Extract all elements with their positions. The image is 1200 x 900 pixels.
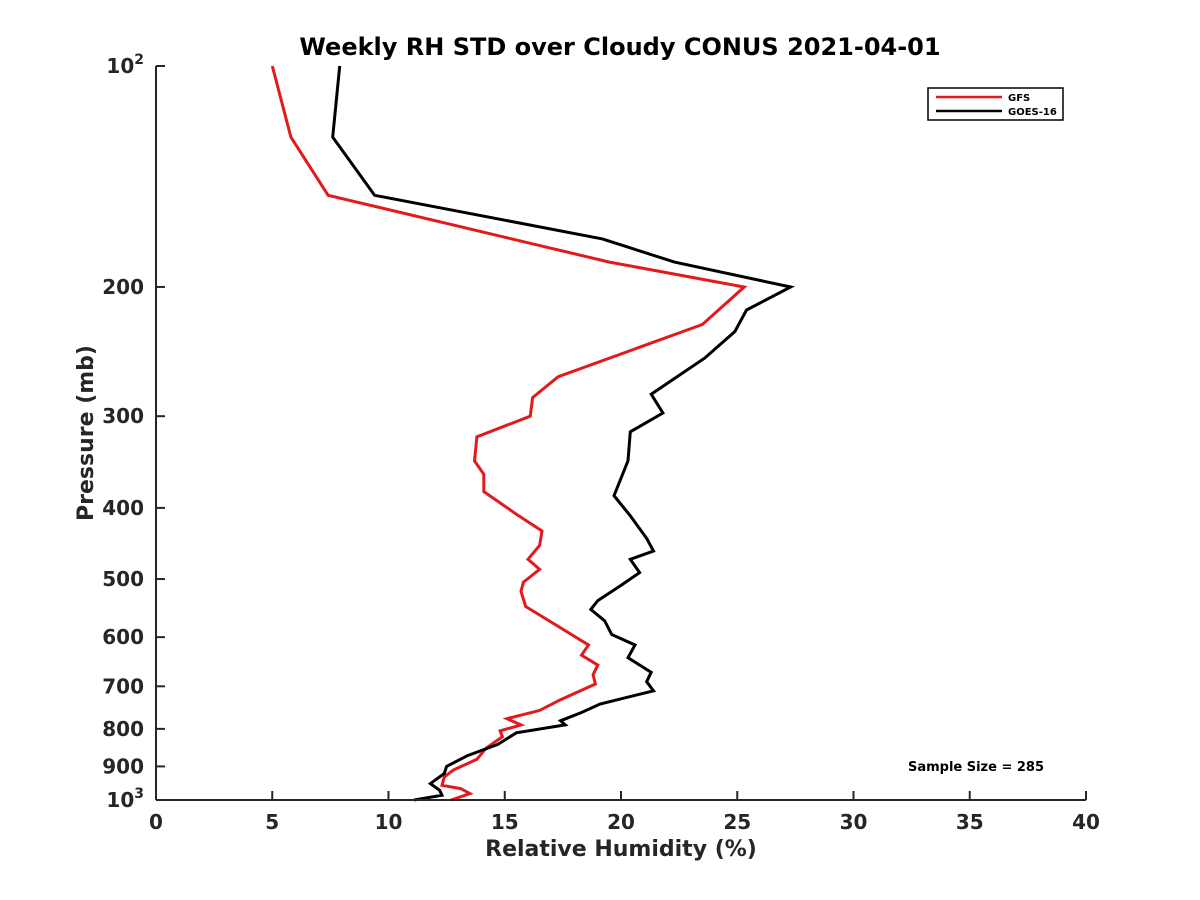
x-tick-label: 25 bbox=[723, 810, 751, 834]
x-tick-label: 30 bbox=[840, 810, 868, 834]
y-tick-label: 300 bbox=[102, 404, 144, 428]
x-axis-label: Relative Humidity (%) bbox=[485, 837, 757, 862]
y-tick-label: 102 bbox=[106, 52, 144, 78]
y-tick-group: 102 200 300 400 500 600 700 800 900 103 bbox=[102, 52, 165, 812]
x-tick-label: 5 bbox=[265, 810, 279, 834]
x-tick-label: 40 bbox=[1072, 810, 1100, 834]
series-layer bbox=[270, 65, 796, 802]
sample-size-annotation: Sample Size = 285 bbox=[908, 760, 1044, 775]
x-tick-label: 35 bbox=[956, 810, 984, 834]
series-line-1 bbox=[331, 65, 796, 802]
y-tick-label: 400 bbox=[102, 496, 144, 520]
x-tick-label: 20 bbox=[607, 810, 635, 834]
y-tick-label: 103 bbox=[106, 786, 144, 812]
y-tick-label: 800 bbox=[102, 717, 144, 741]
y-tick-label: 500 bbox=[102, 567, 144, 591]
x-tick-group: 0 5 10 15 20 25 30 35 40 bbox=[149, 791, 1100, 834]
y-tick-label: 700 bbox=[102, 674, 144, 698]
legend-box bbox=[927, 87, 1064, 121]
y-tick-label: 200 bbox=[102, 275, 144, 299]
series-line-0 bbox=[270, 65, 748, 802]
x-tick-label: 0 bbox=[149, 810, 163, 834]
legend: GFS GOES-16 bbox=[927, 87, 1064, 121]
y-axis-label: Pressure (mb) bbox=[74, 345, 99, 521]
legend-label-gfs: GFS bbox=[1008, 93, 1030, 104]
chart-title: Weekly RH STD over Cloudy CONUS 2021-04-… bbox=[299, 33, 940, 61]
x-tick-label: 15 bbox=[491, 810, 519, 834]
legend-label-goes16: GOES-16 bbox=[1008, 107, 1057, 118]
y-tick-label: 600 bbox=[102, 625, 144, 649]
y-tick-label: 900 bbox=[102, 754, 144, 778]
x-tick-label: 10 bbox=[375, 810, 403, 834]
